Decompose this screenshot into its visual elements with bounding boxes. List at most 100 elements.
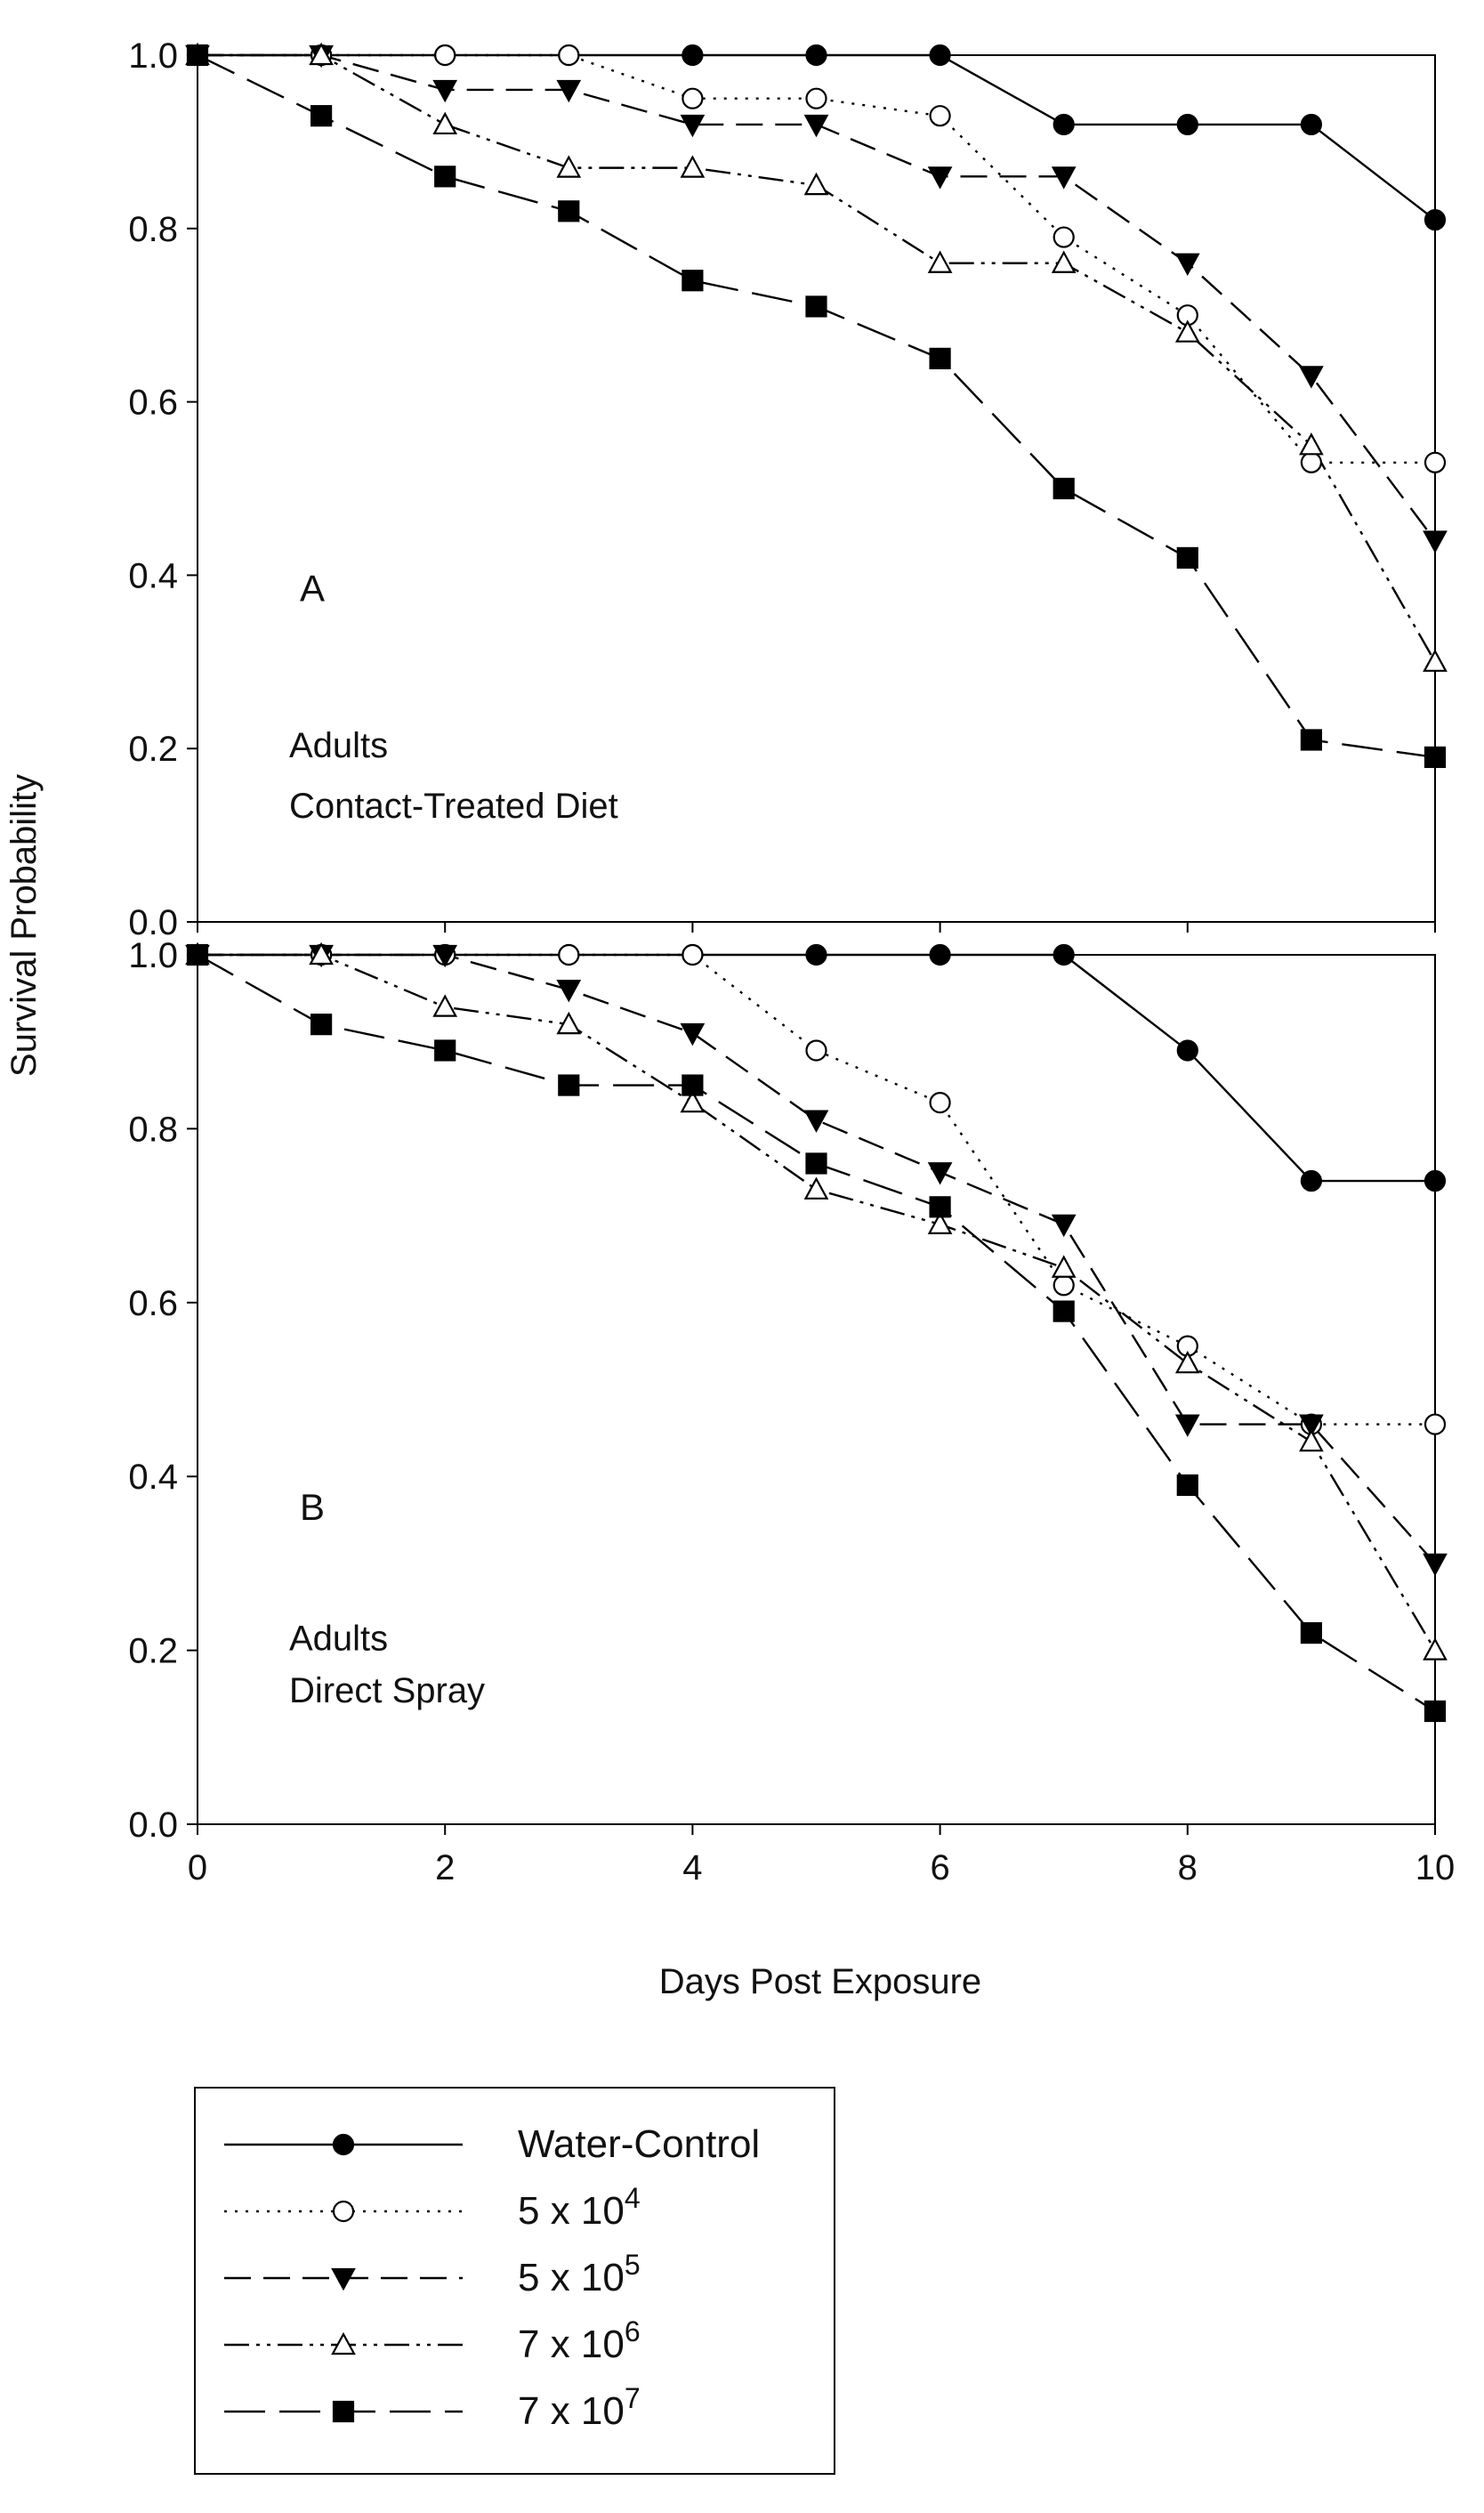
data-point-c5e5: [1174, 253, 1200, 277]
data-point-c7e6: [927, 250, 953, 273]
y-axis-label: Survival Probability: [4, 774, 44, 1077]
data-point-c7e6: [556, 155, 582, 178]
data-point-c7e7: [1424, 746, 1447, 769]
y-tick-label: 0.2: [128, 730, 178, 769]
data-point-c7e6: [803, 172, 829, 196]
legend-entry-c7e6: 7 x 106: [224, 2315, 641, 2366]
annotation-treatment: Direct Spray: [289, 1671, 485, 1710]
data-point-c7e6: [1051, 1255, 1077, 1278]
series-line-c7e6: [198, 953, 1437, 1652]
data-point-c5e5: [432, 79, 458, 103]
data-point-c5e4: [1424, 1413, 1447, 1435]
y-tick-label: 0.0: [128, 1806, 178, 1845]
data-point-c7e6: [680, 1089, 706, 1113]
panel-label: B: [300, 1486, 325, 1528]
data-point-c7e6: [432, 111, 458, 135]
series-line-water: [198, 53, 1436, 222]
series-points-c5e4: [186, 44, 1447, 473]
legend-marker-c5e4: [332, 2200, 355, 2223]
data-point-c7e7: [1176, 546, 1198, 570]
data-point-c7e7: [1053, 1300, 1075, 1322]
legend-entry-c5e4: 5 x 104: [224, 2182, 641, 2233]
data-point-c7e7: [1300, 729, 1323, 751]
data-point-c7e7: [682, 270, 704, 292]
data-point-c5e4: [1300, 451, 1323, 473]
data-point-c7e6: [927, 1211, 953, 1234]
y-tick-label: 0.4: [128, 1458, 178, 1497]
data-point-water: [1176, 113, 1198, 136]
series-line-c7e6: [198, 53, 1437, 663]
data-point-c5e5: [1299, 1414, 1324, 1437]
y-tick-label: 0.6: [128, 1284, 178, 1323]
data-point-c5e5: [1174, 1414, 1200, 1437]
series-line-water: [198, 953, 1435, 1183]
y-tick-label: 0.4: [128, 556, 178, 595]
data-point-c5e5: [680, 114, 706, 138]
data-point-c5e4: [558, 943, 580, 966]
data-point-c7e6: [1423, 1637, 1448, 1661]
data-point-c7e7: [805, 295, 827, 318]
y-tick-label: 0.6: [128, 384, 178, 423]
data-point-c7e7: [434, 166, 456, 188]
data-point-c7e6: [309, 42, 334, 66]
data-point-water: [929, 44, 951, 67]
data-point-c7e6: [1174, 1350, 1200, 1374]
data-point-water: [1424, 208, 1447, 231]
panel-b: 0.0 0.2 0.4 0.6 0.8 1.0 0 2 4 6 8 10 B Adults Direct S…: [128, 936, 1455, 1887]
data-point-c7e6: [1051, 250, 1077, 273]
data-point-c5e5: [556, 79, 582, 103]
data-point-c5e4: [434, 44, 456, 67]
y-tick-label: 0.2: [128, 1632, 178, 1671]
data-point-c7e6: [1299, 1428, 1324, 1452]
data-point-c5e4: [558, 44, 580, 67]
series-line-c7e7: [197, 953, 1436, 1713]
data-point-c7e7: [682, 1074, 704, 1096]
series-line-c5e5: [198, 953, 1436, 1564]
data-point-c5e5: [680, 1022, 706, 1046]
y-tick-label: 1.0: [128, 36, 178, 76]
data-point-c5e4: [1053, 1274, 1075, 1297]
y-tick-label: 0.8: [128, 210, 178, 249]
data-point-c5e5: [1299, 366, 1324, 389]
data-point-c7e6: [309, 941, 334, 966]
legend-entry-water: Water-Control: [224, 2122, 760, 2166]
data-point-water: [805, 943, 827, 966]
panel-a: 0.0 0.2 0.4 0.6 0.8 1.0 A Adults Contact-Treated…: [128, 36, 1448, 942]
data-point-c7e7: [929, 1196, 951, 1218]
data-point-c7e7: [1176, 1474, 1198, 1497]
data-point-c5e5: [1051, 166, 1077, 190]
data-point-c7e6: [432, 994, 458, 1017]
legend-box: [194, 2087, 835, 2475]
data-point-c7e6: [680, 155, 706, 178]
legend-label-c5e5: 5 x 105: [518, 2249, 641, 2299]
x-axis-label: Days Post Exposure: [659, 1962, 981, 2001]
annotation-treatment: Contact-Treated Diet: [289, 787, 618, 826]
legend: Water-Control 5 x 104 5 x 105 7 x 106 7 x 10…: [194, 2087, 835, 2475]
annotation-subject: Adults: [289, 1620, 388, 1659]
data-point-water: [1300, 1169, 1323, 1192]
data-point-c7e7: [311, 1014, 333, 1036]
series-points-c7e6: [185, 42, 1448, 672]
panel-label: A: [300, 568, 325, 610]
data-point-water: [805, 44, 827, 67]
data-point-water: [1176, 1039, 1198, 1062]
legend-label-c7e7: 7 x 107: [518, 2382, 641, 2433]
data-point-c5e5: [927, 1162, 953, 1185]
data-point-c7e7: [805, 1152, 827, 1175]
legend-label-c5e4: 5 x 104: [518, 2182, 641, 2233]
x-tick-label: 2: [435, 1848, 455, 1887]
data-point-c5e4: [1424, 451, 1447, 473]
data-point-c5e5: [1051, 1214, 1077, 1238]
y-tick-label: 1.0: [128, 936, 178, 975]
legend-marker-water: [332, 2133, 355, 2156]
legend-entry-c5e5: 5 x 105: [224, 2249, 641, 2299]
data-point-c5e4: [929, 105, 951, 127]
data-point-c7e7: [186, 943, 209, 966]
data-point-c5e5: [1423, 1553, 1448, 1577]
data-point-c7e7: [311, 105, 333, 127]
data-point-water: [1300, 113, 1323, 136]
data-point-water: [1424, 1169, 1447, 1192]
legend-label-water: Water-Control: [518, 2122, 760, 2166]
legend-entry-c7e7: 7 x 107: [224, 2382, 641, 2433]
x-tick-label: 8: [1178, 1848, 1198, 1887]
